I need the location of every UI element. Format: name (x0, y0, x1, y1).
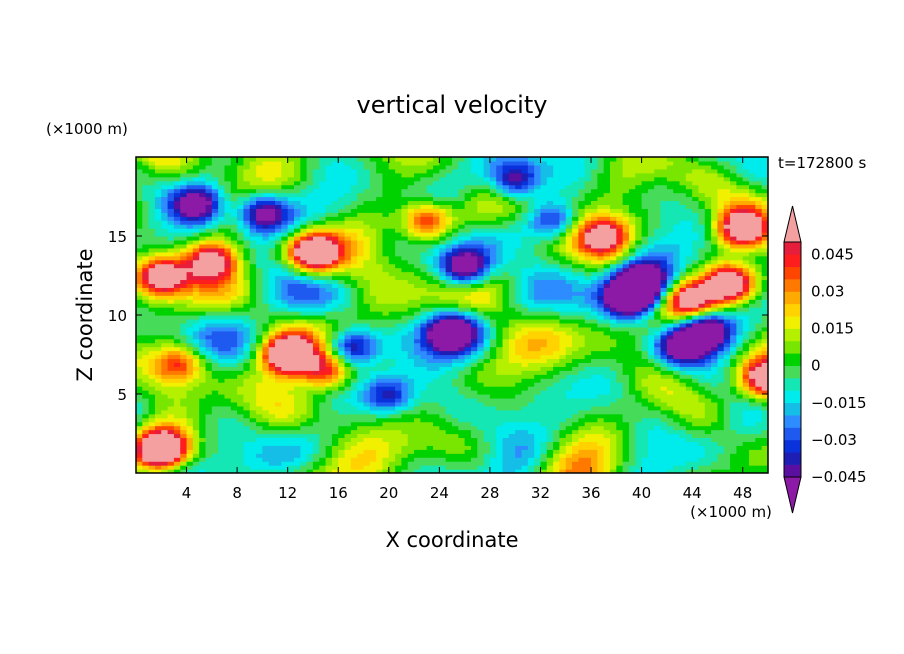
x-tick-label: 36 (581, 484, 600, 502)
colorbar-label: −0.015 (811, 394, 867, 412)
colorbar-top-arrow (783, 205, 802, 243)
colorbar-frame (783, 241, 802, 478)
y-axis: 5 10 15 (108, 228, 768, 404)
colorbar-segment (784, 291, 801, 305)
y-tick-label: 5 (117, 386, 127, 404)
colorbar-segment (784, 415, 801, 428)
colorbar-bottom-arrow (783, 476, 802, 514)
x-tick-label: 16 (329, 484, 348, 502)
colorbar-label: 0 (811, 357, 821, 375)
colorbar-segment (784, 464, 801, 478)
x-tick-label: 40 (632, 484, 651, 502)
colorbar-label: −0.045 (811, 468, 867, 486)
colorbar-label: 0.045 (811, 245, 854, 263)
colorbar-segment (784, 402, 801, 416)
x-tick-label: 8 (232, 484, 242, 502)
x-tick-label: 44 (683, 484, 702, 502)
x-tick-label: 20 (379, 484, 398, 502)
x-axis: 4 8 12 16 20 24 28 32 36 40 44 48 (182, 157, 752, 502)
colorbar-segment (784, 316, 801, 329)
velocity-field (136, 157, 768, 473)
x-unit-label: (×1000 m) (690, 503, 772, 521)
x-tick-label: 4 (182, 484, 192, 502)
field-cells (136, 157, 768, 473)
x-tick-label: 28 (480, 484, 499, 502)
colorbar-segment (784, 427, 801, 441)
y-tick-label: 10 (108, 307, 127, 325)
colorbar-segment (784, 378, 801, 391)
chart-title: vertical velocity (357, 91, 548, 119)
x-tick-label: 12 (278, 484, 297, 502)
y-axis-label: Z coordinate (73, 248, 97, 381)
colorbar-label: 0.03 (811, 282, 844, 300)
x-axis-label: X coordinate (385, 528, 518, 552)
y-unit-label: (×1000 m) (46, 120, 128, 138)
colorbar-label: 0.015 (811, 320, 854, 338)
colorbar-segment (784, 439, 801, 453)
x-tick-label: 24 (430, 484, 449, 502)
colorbar-segment (784, 390, 801, 404)
colorbar-segment (784, 266, 801, 280)
colorbar: 0.045 0.03 0.015 0 −0.015 −0.03 −0.045 (783, 205, 867, 514)
time-label: t=172800 s (778, 154, 866, 172)
colorbar-segment (784, 279, 801, 292)
colorbar-segment (784, 452, 801, 465)
colorbar-label: −0.03 (811, 431, 857, 449)
x-tick-label: 32 (531, 484, 550, 502)
colorbar-segment (784, 365, 801, 379)
colorbar-segment (784, 328, 801, 342)
colorbar-segment (784, 242, 801, 255)
x-tick-label: 48 (733, 484, 752, 502)
colorbar-segment (784, 353, 801, 366)
colorbar-segment (784, 303, 801, 317)
colorbar-segment (784, 254, 801, 268)
y-tick-label: 15 (108, 228, 127, 246)
colorbar-segment (784, 340, 801, 354)
